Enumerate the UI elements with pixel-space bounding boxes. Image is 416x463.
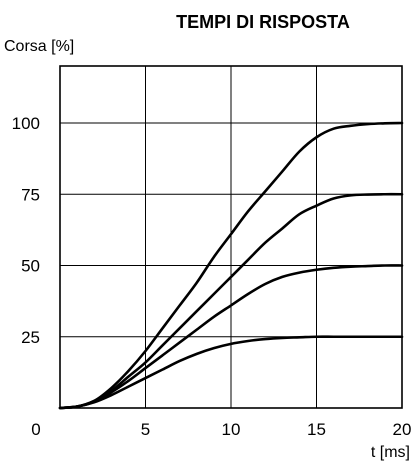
- y-tick-label-75: 75: [21, 185, 40, 204]
- grid-lines: [60, 66, 402, 408]
- chart-title: TEMPI DI RISPOSTA: [176, 12, 350, 32]
- x-tick-label-15: 15: [307, 420, 326, 439]
- plot-frame: [59, 65, 403, 409]
- x-tick-label-0: 0: [31, 420, 40, 439]
- response-curve-25: [58, 335, 404, 410]
- x-tick-label-10: 10: [222, 420, 241, 439]
- response-curve-75: [58, 192, 404, 410]
- x-tick-label-5: 5: [141, 420, 150, 439]
- response-curves: [58, 121, 404, 410]
- y-tick-label-100: 100: [12, 114, 40, 133]
- response-curve-100: [58, 121, 404, 410]
- y-tick-label-25: 25: [21, 328, 40, 347]
- tick-labels: 0 5 10 15 20 25 50 75 100: [12, 114, 412, 439]
- x-tick-label-20: 20: [393, 420, 412, 439]
- x-axis-label: t [ms]: [371, 444, 410, 461]
- response-curve-50: [58, 264, 404, 410]
- y-axis-label: Corsa [%]: [4, 38, 74, 55]
- y-tick-label-50: 50: [21, 257, 40, 276]
